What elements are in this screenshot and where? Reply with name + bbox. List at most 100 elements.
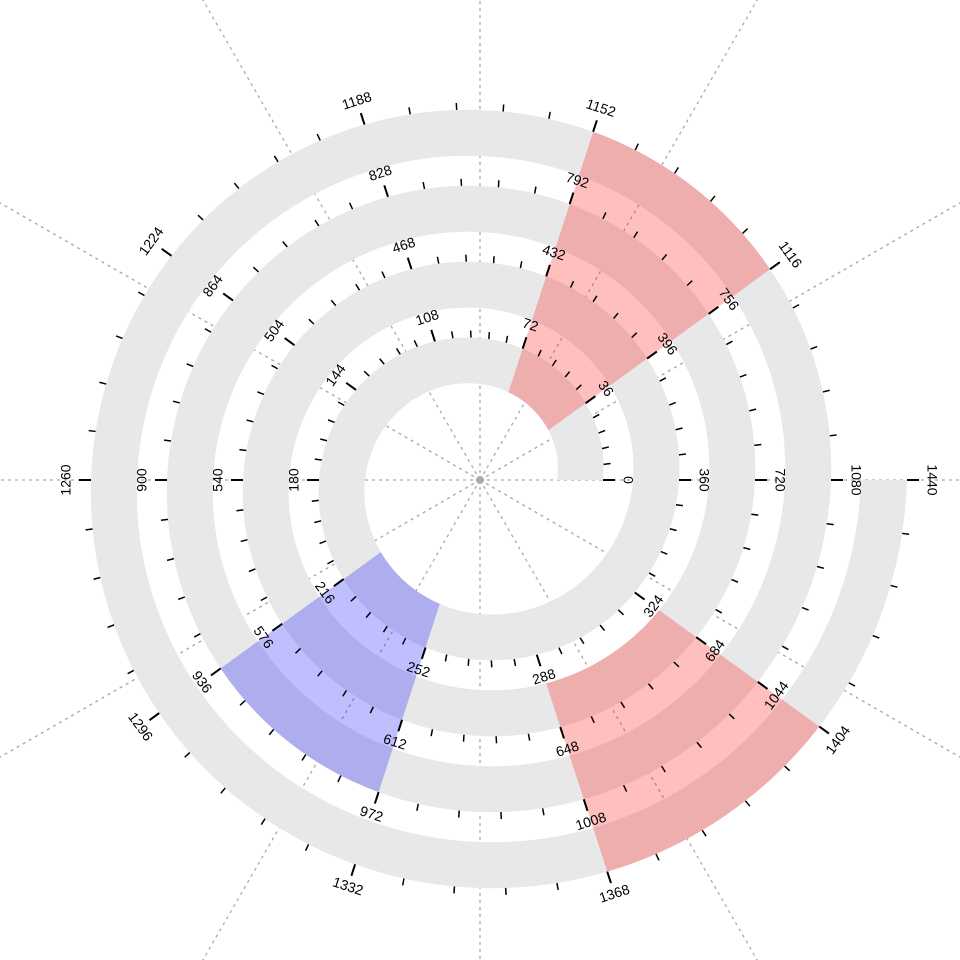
- tick-label: 1188: [340, 88, 374, 113]
- minor-tick: [673, 167, 679, 174]
- minor-tick: [395, 348, 401, 355]
- tick-label: 252: [405, 658, 432, 681]
- tick-label: 360: [696, 468, 712, 492]
- minor-tick: [317, 670, 323, 677]
- tick-label: 1332: [331, 874, 366, 899]
- minor-tick: [220, 787, 226, 794]
- minor-tick: [602, 212, 607, 220]
- minor-tick: [316, 133, 321, 141]
- major-tick: [420, 647, 427, 660]
- minor-tick: [85, 528, 93, 531]
- minor-tick: [408, 107, 411, 115]
- major-tick: [708, 306, 719, 315]
- minor-tick: [314, 520, 322, 524]
- minor-tick: [598, 429, 606, 434]
- major-tick: [559, 726, 565, 739]
- minor-tick: [622, 784, 628, 792]
- minor-tick: [659, 377, 667, 382]
- minor-tick: [725, 340, 733, 346]
- sector: [220, 552, 440, 793]
- tick-label: 1260: [58, 464, 74, 495]
- tick-label: 612: [381, 730, 408, 753]
- major-tick: [359, 112, 366, 125]
- minor-tick: [668, 401, 677, 406]
- minor-tick: [648, 572, 656, 577]
- minor-tick: [655, 853, 660, 861]
- minor-tick: [617, 609, 625, 616]
- minor-tick: [816, 565, 824, 570]
- minor-tick: [569, 280, 575, 288]
- minor-tick: [177, 596, 186, 601]
- major-tick: [373, 791, 380, 804]
- minor-tick: [749, 408, 757, 412]
- tick-label: 108: [414, 306, 441, 329]
- minor-tick: [382, 625, 388, 633]
- major-tick: [210, 667, 222, 677]
- minor-tick: [558, 647, 563, 655]
- minor-tick: [337, 401, 345, 407]
- tick-label: 648: [554, 737, 581, 760]
- minor-tick: [890, 584, 898, 588]
- minor-tick: [754, 443, 762, 447]
- major-tick: [592, 120, 598, 133]
- major-tick: [406, 257, 413, 270]
- minor-tick: [848, 682, 856, 687]
- minor-tick: [327, 559, 334, 565]
- minor-tick: [603, 462, 611, 466]
- minor-tick: [450, 331, 454, 339]
- major-tick: [521, 336, 528, 349]
- major-tick: [284, 337, 295, 346]
- minor-tick: [166, 557, 175, 562]
- tick-label: 720: [772, 468, 788, 492]
- minor-tick: [631, 332, 638, 339]
- minor-tick: [239, 699, 246, 706]
- minor-tick: [592, 413, 600, 419]
- minor-tick: [661, 254, 668, 261]
- center-dot: [476, 476, 484, 484]
- minor-tick: [675, 504, 683, 507]
- minor-tick: [365, 611, 372, 619]
- tick-label: 0: [620, 476, 636, 484]
- minor-tick: [416, 803, 419, 811]
- major-tick: [585, 395, 596, 405]
- minor-tick: [579, 637, 585, 645]
- major-tick: [222, 292, 234, 302]
- major-tick: [634, 591, 646, 601]
- minor-tick: [743, 546, 751, 551]
- minor-tick: [163, 439, 172, 442]
- major-tick: [333, 578, 345, 587]
- minor-tick: [781, 645, 789, 651]
- minor-tick: [519, 261, 523, 269]
- minor-tick: [564, 371, 571, 378]
- minor-tick: [537, 349, 542, 357]
- minor-tick: [792, 303, 800, 309]
- minor-tick: [436, 256, 440, 264]
- minor-tick: [363, 370, 370, 377]
- minor-tick: [401, 637, 407, 645]
- minor-tick: [647, 683, 654, 690]
- minor-tick: [444, 654, 448, 662]
- minor-tick: [675, 427, 683, 431]
- minor-tick: [739, 373, 747, 378]
- minor-tick: [620, 701, 626, 709]
- minor-tick: [193, 633, 201, 638]
- major-tick: [818, 725, 830, 735]
- minor-tick: [308, 318, 315, 325]
- minor-tick: [252, 266, 259, 273]
- minor-tick: [592, 295, 598, 303]
- tick-label: 432: [540, 241, 567, 264]
- minor-tick: [513, 658, 517, 667]
- major-tick: [430, 329, 436, 342]
- minor-tick: [239, 448, 247, 452]
- minor-tick: [751, 513, 759, 516]
- tick-label: 288: [530, 665, 557, 688]
- minor-tick: [613, 312, 619, 319]
- tick-label: 1368: [597, 881, 632, 906]
- tick-label: 1404: [822, 722, 853, 757]
- major-tick: [397, 719, 404, 732]
- minor-tick: [115, 335, 123, 340]
- minor-tick: [669, 528, 677, 532]
- major-tick: [148, 712, 160, 721]
- tick-label: 1116: [776, 238, 806, 271]
- minor-tick: [829, 434, 837, 437]
